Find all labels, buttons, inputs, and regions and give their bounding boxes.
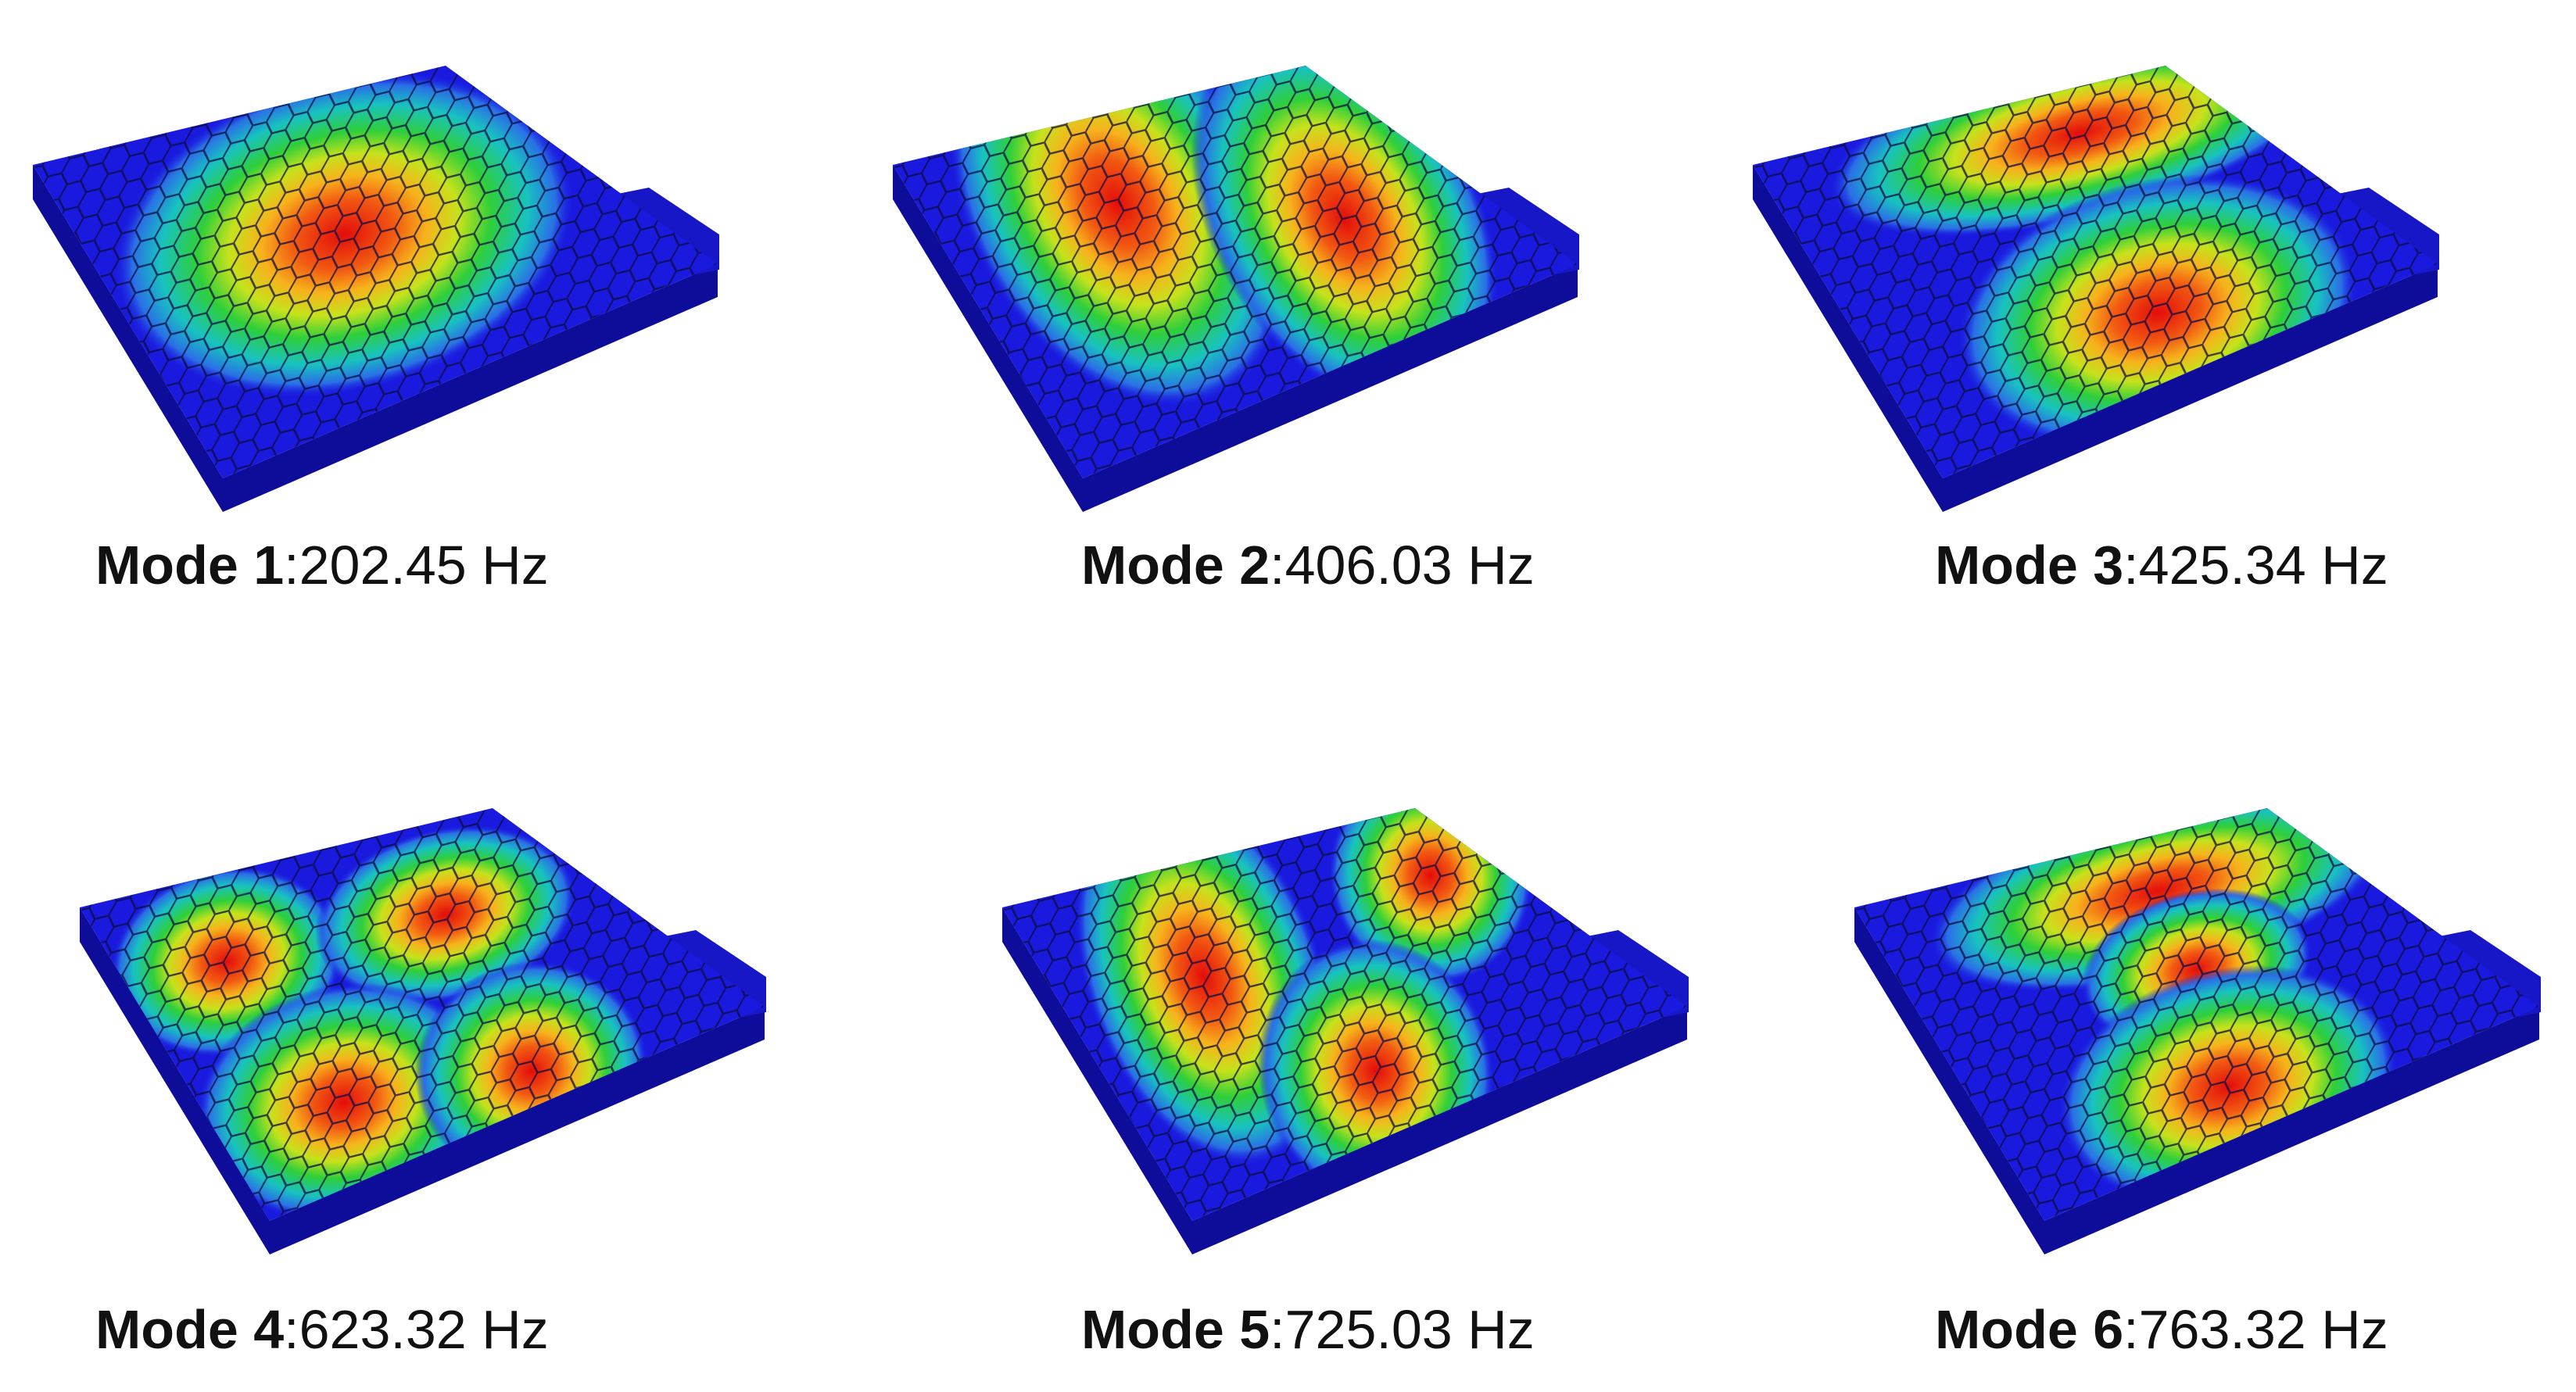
mode-panel [1002,808,1689,1254]
mode-label: Mode 6 [1935,1299,2123,1360]
mode-frequency: 202.45 Hz [299,535,549,596]
mode-caption: Mode 3:425.34 Hz [1935,535,2388,596]
plate-side [893,165,1578,512]
plate-side [1753,165,2438,512]
plate-side [1854,907,2539,1254]
mode-label: Mode 2 [1081,535,1270,596]
mode-shape [1753,66,2438,478]
mode-label: Mode 4 [95,1299,284,1360]
separator: : [284,1299,299,1360]
separator: : [1270,535,1284,596]
mode-label: Mode 1 [95,535,284,596]
mode-label: Mode 5 [1081,1299,1270,1360]
hex-mesh [33,66,718,478]
separator: : [284,535,299,596]
mode-shape [33,66,718,478]
mode-frequency: 425.34 Hz [2139,535,2388,596]
hex-mesh [1002,808,1687,1221]
mode-panel [33,66,719,512]
mode-caption: Mode 6:763.32 Hz [1935,1299,2388,1360]
hex-mesh [80,808,765,1221]
hex-mesh [893,66,1578,478]
mode-caption: Mode 1:202.45 Hz [95,535,549,596]
mode-frequency: 725.03 Hz [1285,1299,1535,1360]
mode-shape [893,66,1578,478]
mode-frequency: 763.32 Hz [2139,1299,2388,1360]
mode-panel [80,808,766,1254]
hex-mesh [1854,808,2539,1221]
mode-caption: Mode 2:406.03 Hz [1081,535,1535,596]
mode-frequency: 623.32 Hz [299,1299,549,1360]
separator: : [2123,535,2138,596]
hex-mesh [1753,66,2438,478]
plate-side [33,165,718,512]
mode-caption: Mode 4:623.32 Hz [95,1299,549,1360]
mode-caption: Mode 5:725.03 Hz [1081,1299,1535,1360]
plate-side [80,907,765,1254]
mode-panel [1854,808,2541,1254]
mode-label: Mode 3 [1935,535,2123,596]
separator: : [2123,1299,2138,1360]
mode-frequency: 406.03 Hz [1285,535,1535,596]
mode-panel [893,66,1579,512]
mode-panel [1753,66,2439,512]
separator: : [1270,1299,1284,1360]
plate-side [1002,907,1687,1254]
